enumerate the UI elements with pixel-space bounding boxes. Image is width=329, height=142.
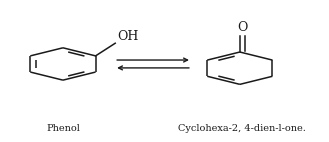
Text: Cyclohexa-2, 4-dien-l-one.: Cyclohexa-2, 4-dien-l-one. [178, 124, 305, 133]
Text: Phenol: Phenol [46, 124, 80, 133]
Text: OH: OH [117, 30, 138, 43]
Text: O: O [237, 21, 247, 34]
